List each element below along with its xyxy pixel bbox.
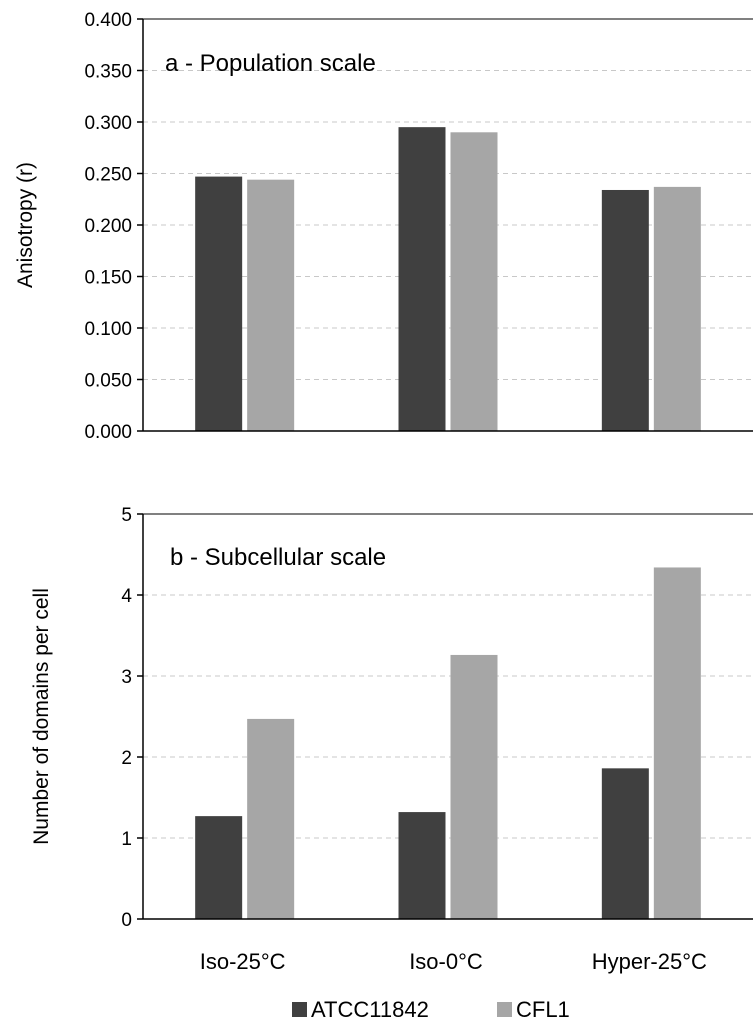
y-tick-label: 0.200 — [84, 216, 132, 237]
y-tick-label: 0.250 — [84, 165, 132, 186]
y-tick-label: 0.400 — [84, 10, 132, 31]
bar-cfl1-2 — [450, 132, 498, 432]
x-tick-label: Hyper-25°C — [592, 949, 707, 974]
panel-title: b - Subcellular scale — [170, 544, 386, 571]
bar-atcc11842-3 — [601, 189, 649, 431]
chart-panel-b: 0 1 2 3 4 5 Number of domains per cell b - Subc… — [30, 505, 753, 974]
bar-atcc11842-2 — [398, 812, 446, 919]
legend-swatch-atcc11842 — [292, 1002, 307, 1017]
bar-cfl1-3 — [653, 186, 701, 431]
legend-swatch-cfl1 — [497, 1002, 512, 1017]
chart-panel-a: 0.000 0.050 0.100 0.150 0.200 0.250 0.300 0.350… — [14, 10, 753, 443]
x-tick-label: Iso-0°C — [409, 949, 483, 974]
y-tick-label: 0.300 — [84, 113, 132, 134]
x-tick-label: Iso-25°C — [200, 949, 286, 974]
legend-label-atcc11842: ATCC11842 — [311, 997, 429, 1022]
y-tick-label: 0.000 — [84, 422, 132, 443]
y-axis-title: Number of domains per cell — [30, 588, 53, 845]
bar-atcc11842-1 — [195, 816, 243, 919]
bar-cfl1-2 — [450, 654, 498, 919]
bar-atcc11842-1 — [195, 176, 243, 431]
legend-label-cfl1: CFL1 — [516, 997, 570, 1022]
y-tick-label: 0.150 — [84, 268, 132, 289]
bar-atcc11842-3 — [601, 768, 649, 919]
bar-cfl1-1 — [247, 718, 295, 919]
y-tick-label: 4 — [121, 586, 132, 607]
y-tick-label: 1 — [121, 829, 132, 850]
y-tick-label: 0 — [121, 910, 132, 931]
y-tick-label: 0.050 — [84, 371, 132, 392]
y-tick-label: 0.350 — [84, 62, 132, 83]
y-tick-label: 0.100 — [84, 319, 132, 340]
legend: ATCC11842 CFL1 — [292, 997, 570, 1022]
bar-cfl1-1 — [247, 179, 295, 431]
y-axis-title: Anisotropy (r) — [14, 162, 37, 288]
y-tick-label: 5 — [121, 505, 132, 526]
bar-cfl1-3 — [653, 567, 701, 919]
bar-atcc11842-2 — [398, 127, 446, 432]
panel-title: a - Population scale — [165, 50, 376, 77]
y-tick-label: 3 — [121, 667, 132, 688]
y-tick-label: 2 — [121, 748, 132, 769]
